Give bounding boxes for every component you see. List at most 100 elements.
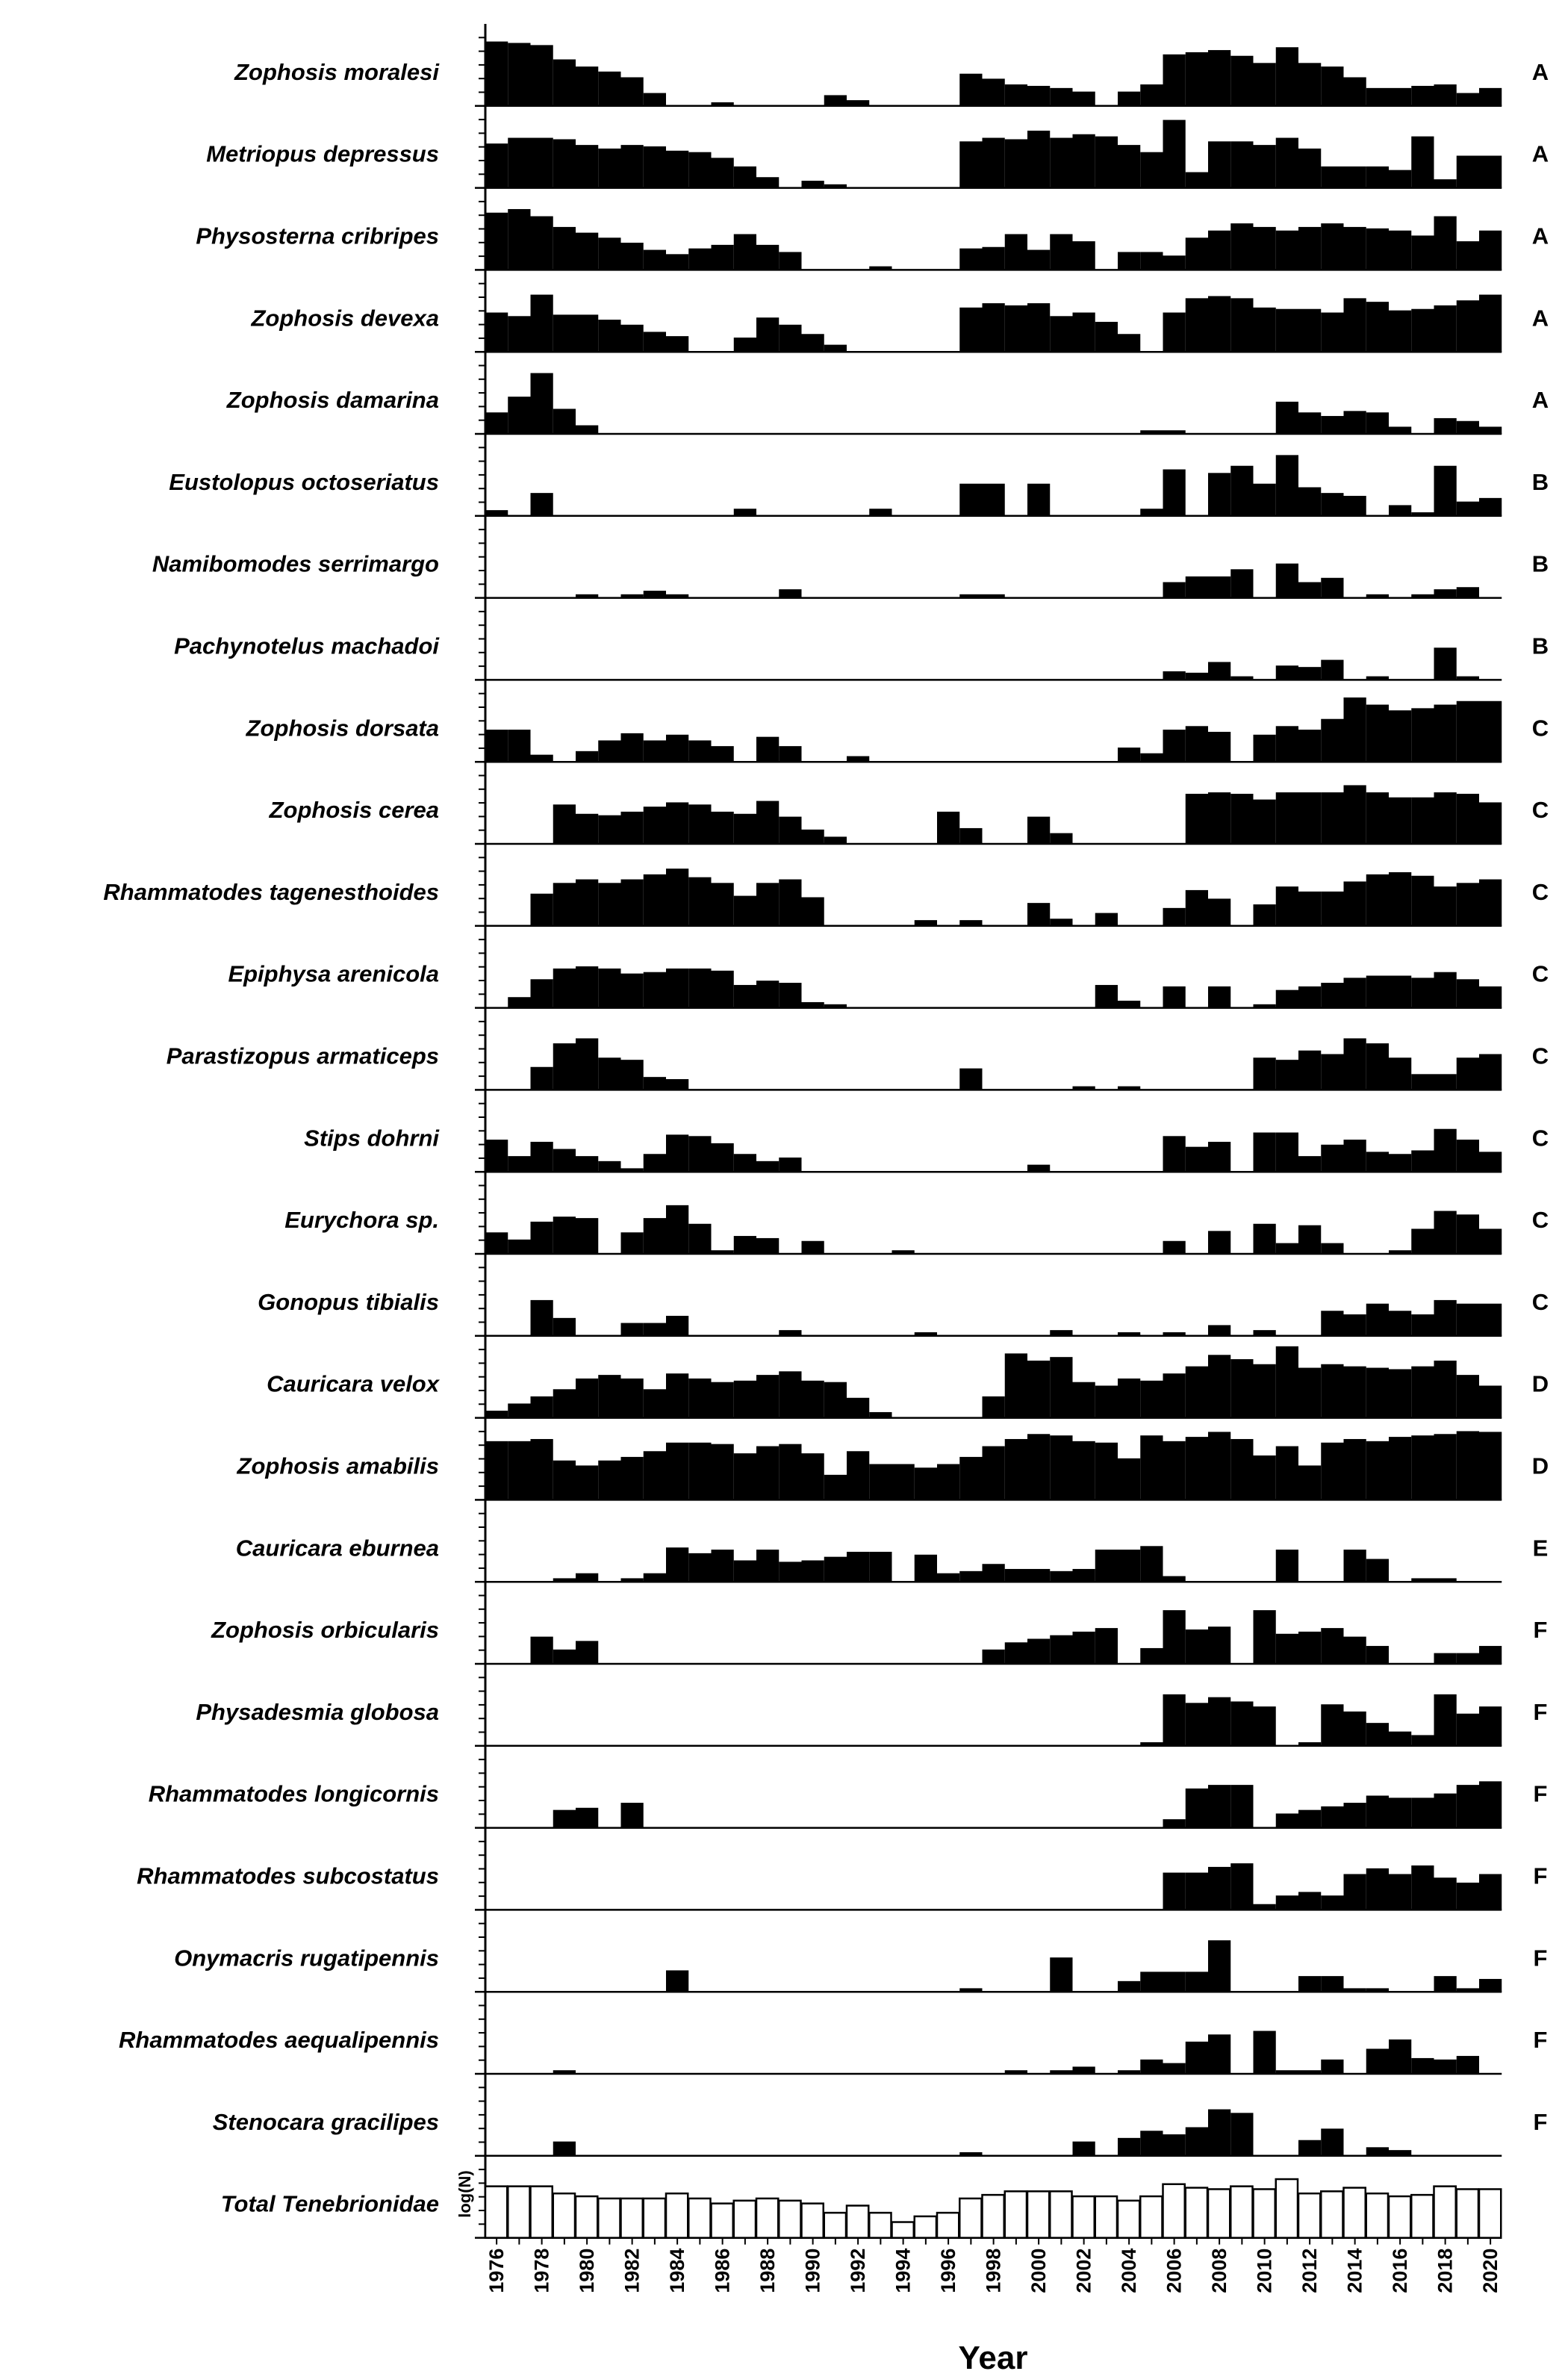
data-bar xyxy=(1434,179,1457,188)
data-bar xyxy=(801,1453,824,1500)
data-bar xyxy=(1321,66,1344,106)
x-tick-label: 2004 xyxy=(1118,2249,1140,2293)
data-bar xyxy=(643,1451,666,1500)
data-bar xyxy=(1298,487,1322,516)
data-bar xyxy=(576,1218,599,1254)
data-bar xyxy=(1004,1568,1027,1582)
data-bar xyxy=(1456,883,1479,926)
data-bar xyxy=(1298,730,1322,762)
data-bar xyxy=(508,1239,531,1254)
data-bar xyxy=(1253,483,1276,516)
data-bar xyxy=(824,836,847,844)
data-bar xyxy=(1095,1442,1118,1500)
data-bar xyxy=(1298,891,1322,926)
cluster-group-label: F xyxy=(1534,1699,1548,1725)
x-tick-label: 1990 xyxy=(802,2249,824,2293)
data-bar xyxy=(1050,1357,1073,1418)
data-bar xyxy=(1275,137,1298,188)
data-bar xyxy=(1050,1570,1073,1582)
data-bar xyxy=(598,1057,621,1090)
data-bar xyxy=(959,594,983,598)
data-bar xyxy=(1479,87,1502,106)
data-bar xyxy=(1366,874,1389,926)
cluster-group-label: C xyxy=(1532,715,1549,741)
data-bar xyxy=(1253,1223,1276,1254)
data-bar xyxy=(1434,704,1457,762)
data-bar xyxy=(1389,505,1412,516)
data-bar xyxy=(1275,792,1298,844)
data-bar xyxy=(1163,119,1186,188)
data-bar xyxy=(1208,296,1231,352)
data-bar xyxy=(688,740,712,762)
data-bar xyxy=(642,2197,667,2239)
data-bar xyxy=(1411,1314,1434,1336)
species-label: Rhammatodes aequalipennis xyxy=(119,2027,439,2053)
data-bar xyxy=(530,137,553,188)
data-bar xyxy=(508,43,531,106)
data-bar xyxy=(1479,1385,1502,1418)
data-bar xyxy=(1253,1004,1276,1008)
data-bar xyxy=(1163,1332,1186,1336)
data-bar xyxy=(1434,1793,1457,1828)
data-bar xyxy=(1321,1311,1344,1336)
data-bar xyxy=(1479,230,1502,270)
data-bar xyxy=(620,324,644,352)
data-bar xyxy=(1343,166,1366,188)
data-bar xyxy=(1049,2190,1073,2239)
data-bar xyxy=(1389,1057,1412,1090)
data-bar xyxy=(1410,2193,1434,2239)
data-bar xyxy=(1411,594,1434,598)
data-bar xyxy=(1366,1723,1389,1746)
data-bar xyxy=(1434,1128,1457,1172)
data-bar xyxy=(869,1551,892,1582)
data-bar xyxy=(733,1236,756,1254)
data-bar xyxy=(1275,47,1298,106)
data-bar xyxy=(847,1397,870,1418)
data-bar xyxy=(1434,647,1457,680)
data-bar xyxy=(1411,1435,1434,1500)
data-bar xyxy=(576,1378,599,1418)
data-bar xyxy=(1230,1785,1254,1828)
data-bar xyxy=(1321,718,1344,762)
data-bar xyxy=(1230,141,1254,188)
data-bar xyxy=(576,1465,599,1500)
data-bar xyxy=(1343,1438,1366,1500)
cluster-group-label: C xyxy=(1532,961,1549,987)
data-bar xyxy=(914,920,937,926)
data-bar xyxy=(1366,87,1389,106)
data-bar xyxy=(1298,1892,1322,1910)
data-bar xyxy=(1253,799,1276,844)
cluster-group-label: B xyxy=(1532,469,1549,495)
data-bar xyxy=(1118,2137,1141,2156)
data-bar xyxy=(824,1004,847,1008)
data-bar xyxy=(756,244,780,270)
data-bar xyxy=(1230,298,1254,352)
data-bar xyxy=(1071,2195,1095,2239)
data-bar xyxy=(1275,401,1298,434)
data-bar xyxy=(1050,87,1073,106)
data-bar xyxy=(620,1168,644,1172)
data-bar xyxy=(1366,228,1389,270)
data-bar xyxy=(508,1156,531,1172)
data-bar xyxy=(1479,1706,1502,1746)
data-bar xyxy=(1389,310,1412,352)
data-bar xyxy=(530,45,553,106)
data-bar xyxy=(959,73,983,106)
data-bar xyxy=(1208,1355,1231,1418)
data-bar xyxy=(1479,802,1502,844)
data-bar xyxy=(576,594,599,598)
data-bar xyxy=(530,1438,553,1500)
data-bar xyxy=(1208,50,1231,106)
data-bar xyxy=(666,150,689,188)
data-bar xyxy=(1027,85,1051,106)
data-bar xyxy=(574,2195,599,2239)
data-bar xyxy=(1230,676,1254,680)
cluster-group-label: A xyxy=(1532,223,1549,249)
data-bar xyxy=(643,874,666,926)
data-bar xyxy=(1185,52,1208,106)
data-bar xyxy=(1479,1874,1502,1910)
data-bar xyxy=(1208,792,1231,844)
data-bar xyxy=(1411,136,1434,188)
data-bar xyxy=(1185,1872,1208,1910)
data-bar xyxy=(643,591,666,598)
